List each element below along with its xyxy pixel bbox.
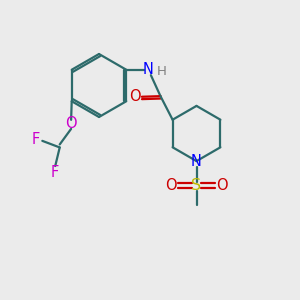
Text: F: F [32,132,40,147]
Text: O: O [65,116,77,131]
Text: H: H [156,65,166,78]
Text: O: O [130,89,141,104]
Text: S: S [191,178,202,193]
Text: F: F [51,165,59,180]
Text: O: O [217,178,228,193]
Text: N: N [191,154,202,169]
Text: O: O [165,178,176,193]
Text: N: N [142,62,153,77]
